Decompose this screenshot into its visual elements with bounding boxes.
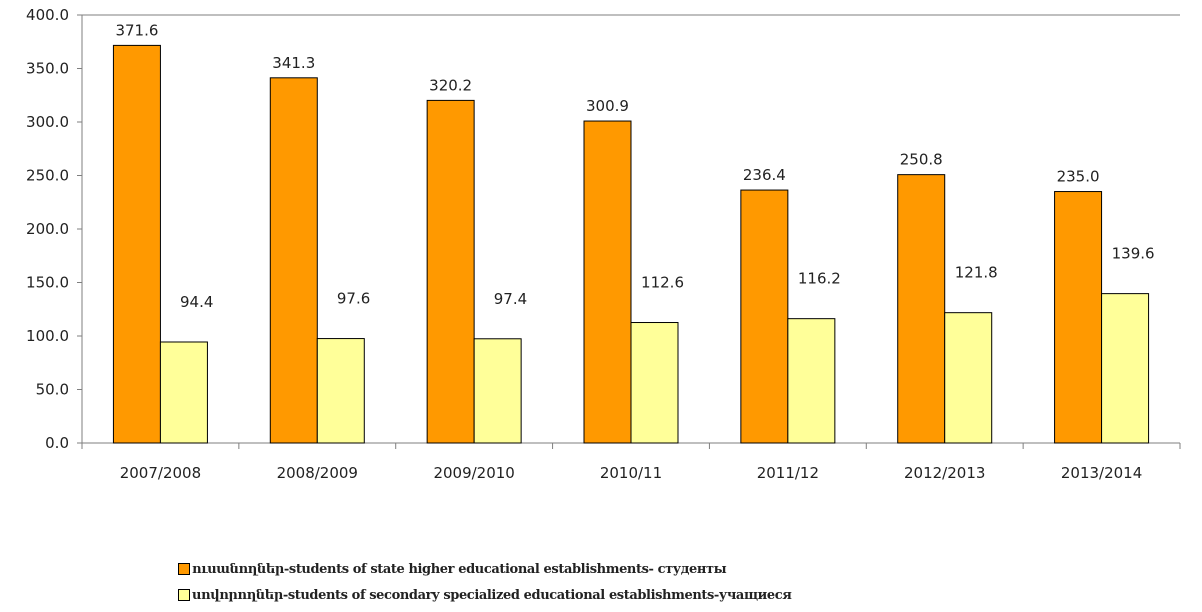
legend-label: սովորողներ-students of secondary special… [192,587,792,603]
x-category-label: 2008/2009 [277,464,358,482]
data-label: 320.2 [429,76,472,94]
bar [787,318,836,444]
y-tick-label: 250.0 [26,167,69,185]
data-label: 300.9 [586,97,629,115]
data-label: 112.6 [641,274,684,292]
data-label: 235.0 [1057,168,1100,186]
legend-item-secondary-specialized: սովորողներ-students of secondary special… [178,582,792,608]
bar [316,338,365,444]
data-label: 94.4 [180,293,213,311]
y-tick-label: 0.0 [45,434,69,452]
data-label: 371.6 [115,21,158,39]
data-label: 97.4 [494,290,527,308]
y-tick-label: 100.0 [26,327,69,345]
legend-item-state-higher: ուսանողներ-students of state higher educ… [178,556,791,582]
bar [426,99,475,444]
data-label: 139.6 [1112,245,1155,263]
bar [740,189,789,444]
bar [473,338,522,444]
bar-chart: 0.0 50.0 100.0 150.0 200.0 250.0 300.0 350.0 400… [26,6,1181,482]
legend-swatch-yellow [178,589,190,601]
legend-label: ուսանողներ-students of state higher educ… [192,561,727,577]
data-label: 236.4 [743,166,786,184]
bar [269,77,318,444]
bar [897,174,946,444]
data-label: 121.8 [955,264,998,282]
x-category-label: 2013/2014 [1061,464,1142,482]
legend-swatch-orange [178,563,190,575]
y-tick-label: 350.0 [26,60,69,78]
data-label: 341.3 [272,54,315,72]
y-tick-label: 400.0 [26,6,69,24]
bar [159,341,208,444]
bar [630,322,679,444]
bar [944,312,993,444]
data-label: 250.8 [900,151,943,169]
x-category-label: 2011/12 [757,464,819,482]
data-label: 116.2 [798,270,841,288]
x-category-label: 2010/11 [600,464,662,482]
y-tick-label: 300.0 [26,113,69,131]
x-category-label: 2009/2010 [433,464,514,482]
y-tick-label: 50.0 [36,381,69,399]
y-tick-label: 150.0 [26,274,69,292]
bar [1054,191,1103,444]
bar [1101,293,1150,444]
legend: ուսանողներ-students of state higher educ… [178,556,792,608]
y-tick-label: 200.0 [26,220,69,238]
bar [583,120,632,444]
bar [112,44,161,444]
x-category-label: 2007/2008 [120,464,201,482]
data-label: 97.6 [337,290,370,308]
x-category-label: 2012/2013 [904,464,985,482]
